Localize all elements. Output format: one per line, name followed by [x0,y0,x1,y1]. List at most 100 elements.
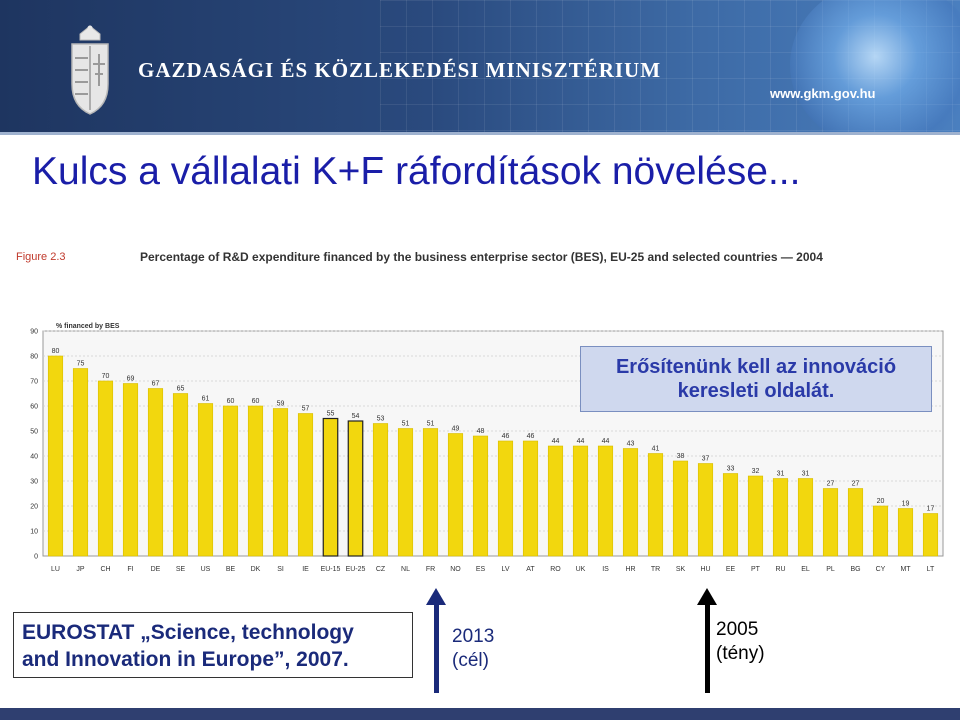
x-tick-label: TR [651,566,660,573]
target-label: 2013 (cél) [452,625,494,673]
x-tick-label: EU-25 [346,566,366,573]
actual-note: (tény) [716,643,765,664]
bar-ch [97,380,114,557]
x-tick-label: NL [401,566,410,573]
x-tick-label: RO [550,566,561,573]
data-label: 46 [502,433,510,440]
bar-us [197,403,214,557]
y-tick-label: 80 [30,354,38,361]
x-tick-label: BE [226,566,236,573]
bar-ro [547,445,564,557]
x-tick-label: ES [476,566,486,573]
data-label: 32 [752,468,760,475]
target-year: 2013 [452,626,495,647]
data-label: 80 [52,348,60,355]
actual-arrow-icon [697,588,717,693]
bar-dk [247,405,264,557]
x-tick-label: FR [426,566,435,573]
source-line-1: EUROSTAT „Science, technology [22,621,354,644]
bar-es [472,435,489,557]
data-label: 46 [527,433,535,440]
data-label: 44 [577,438,585,445]
data-label: 17 [927,506,935,513]
x-tick-label: EE [726,566,736,573]
bar-si [272,408,289,557]
footer-bar [0,708,960,720]
data-label: 31 [777,471,785,478]
callout-line-2: keresleti oldalát. [677,380,835,402]
data-label: 31 [802,471,810,478]
bar-eu-15 [322,417,339,557]
bar-se [172,393,189,557]
x-tick-label: CY [876,566,886,573]
site-url: www.gkm.gov.hu [770,86,876,101]
y-tick-label: 30 [30,479,38,486]
data-label: 53 [377,416,385,423]
x-tick-label: SI [277,566,284,573]
source-line-2: and Innovation in Europe”, 2007. [22,648,349,671]
x-tick-label: SE [176,566,186,573]
header-banner: GAZDASÁGI ÉS KÖZLEKEDÉSI MINISZTÉRIUM ww… [0,0,960,132]
y-tick-label: 0 [34,554,38,561]
ministry-name: GAZDASÁGI ÉS KÖZLEKEDÉSI MINISZTÉRIUM [138,58,662,82]
y-axis-label: % financed by BES [56,323,120,330]
x-tick-label: HR [625,566,635,573]
figure-label: Figure 2.3 [16,251,66,263]
actual-year: 2005 [716,619,759,640]
y-tick-label: 10 [30,529,38,536]
bar-lu [47,355,64,557]
bar-pl [822,488,839,557]
data-labels: 80 75 70 69 67 65 61 60 60 59 57 55 54 53 51 51 49 48 46 46… [52,348,935,513]
data-label: 37 [702,456,710,463]
y-tick-label: 60 [30,404,38,411]
data-label: 48 [477,428,485,435]
data-label: 59 [277,401,285,408]
bar-jp [72,368,89,557]
y-axis-ticks: 0 10 20 30 40 50 60 70 80 90 [30,329,38,561]
bar-sk [672,460,689,557]
bar-is [597,445,614,557]
data-label: 27 [827,481,835,488]
bar-fr [422,428,439,557]
x-tick-label: CH [100,566,110,573]
x-tick-label: LV [501,566,509,573]
data-label: 67 [152,381,160,388]
x-tick-label: FI [127,566,133,573]
x-tick-label: JP [76,566,85,573]
x-tick-label: EL [801,566,810,573]
bar-eu-25 [347,420,364,557]
bar-at [522,440,539,557]
x-tick-label: PL [826,566,835,573]
callout-box: Erősítenünk kell az innováció keresleti … [580,346,932,412]
data-label: 27 [852,481,860,488]
x-tick-label: PT [751,566,761,573]
y-tick-label: 40 [30,454,38,461]
source-box: EUROSTAT „Science, technology and Innova… [13,612,413,678]
banner-divider [0,132,960,135]
bar-fi [122,383,139,557]
bar-pt [747,475,764,557]
data-label: 44 [602,438,610,445]
bar-lv [497,440,514,557]
data-label: 57 [302,406,310,413]
x-tick-label: RU [775,566,785,573]
bar-tr [647,453,664,557]
bar-nl [397,428,414,557]
data-label: 33 [727,466,735,473]
x-tick-label: HU [700,566,710,573]
bar-uk [572,445,589,557]
x-tick-label: IS [602,566,609,573]
bar-no [447,433,464,557]
bar-ee [722,473,739,557]
x-tick-label: UK [576,566,586,573]
data-label: 69 [127,376,135,383]
slide-title: Kulcs a vállalati K+F ráfordítások növel… [32,150,801,193]
globe-graphic [790,0,960,132]
x-tick-label: US [201,566,211,573]
x-tick-label: IE [302,566,309,573]
y-tick-label: 70 [30,379,38,386]
target-arrow-icon [426,588,446,693]
bar-hu [697,463,714,557]
x-tick-label: DE [151,566,161,573]
data-label: 61 [202,396,210,403]
